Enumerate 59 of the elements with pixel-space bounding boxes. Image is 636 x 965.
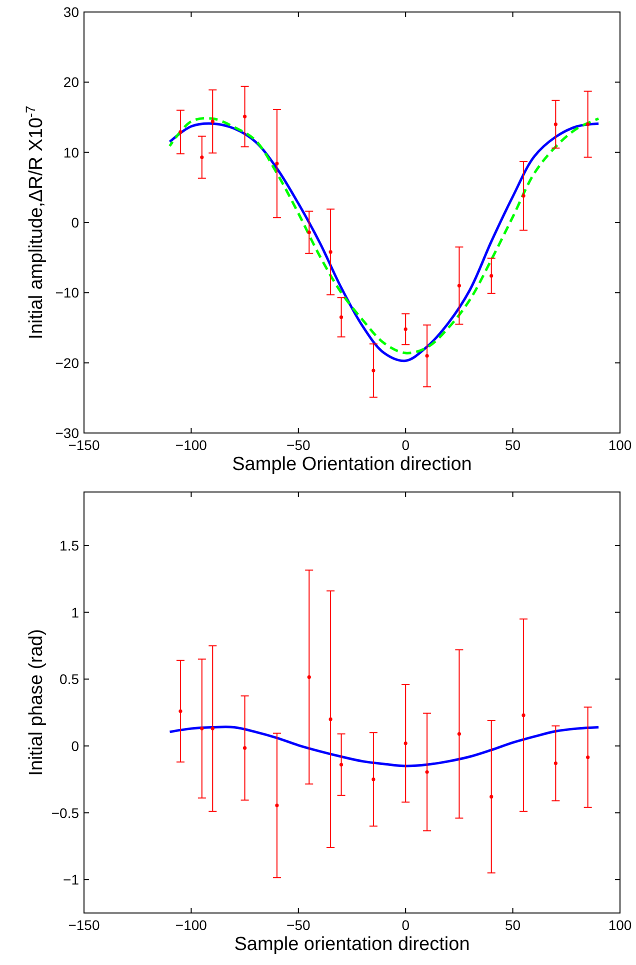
point (307, 230, 311, 234)
point (328, 250, 332, 254)
x-tick-label: −50 (286, 917, 310, 933)
point (200, 726, 204, 730)
point (522, 713, 526, 717)
point (425, 770, 429, 774)
x-tick-label: 100 (608, 917, 632, 933)
y-tick-label: 0 (71, 214, 80, 230)
point (404, 741, 408, 746)
y-tick-label: 10 (63, 144, 80, 160)
x-tick-label: −100 (175, 917, 208, 933)
point (554, 122, 558, 126)
y-tick-label: −0.5 (51, 804, 80, 821)
point (178, 709, 182, 713)
y-tick-label: −20 (55, 354, 80, 371)
point (328, 717, 332, 722)
y-tick-label: 20 (63, 74, 80, 90)
point (457, 284, 461, 288)
point (372, 778, 376, 782)
point (554, 762, 558, 766)
x-tick-label: 50 (505, 437, 521, 453)
point (178, 130, 182, 134)
x-tick-label: 50 (505, 917, 521, 933)
y-tick-label: −10 (55, 284, 80, 301)
point (404, 327, 408, 331)
point (339, 762, 344, 766)
point (243, 114, 247, 118)
point (210, 726, 214, 730)
y-axis-title: Initial phase (rad) (26, 629, 47, 776)
x-tick-label: 100 (608, 437, 632, 453)
x-tick-label: 0 (402, 917, 410, 933)
point (275, 162, 279, 166)
point (522, 194, 526, 198)
point (243, 746, 247, 750)
point (490, 794, 494, 799)
point (490, 274, 494, 278)
point (372, 368, 376, 372)
y-tick-label: 1 (71, 604, 80, 620)
x-axis-title: Sample Orientation direction (232, 454, 472, 475)
point (586, 122, 590, 126)
point (275, 804, 279, 808)
y-tick-label: 0.5 (60, 671, 80, 688)
point (425, 354, 429, 358)
line-series (168, 726, 600, 768)
y-tick-label: 30 (63, 4, 80, 20)
point (457, 732, 461, 736)
point (200, 155, 204, 160)
x-tick-label: 0 (402, 437, 410, 453)
point (586, 755, 590, 760)
point (339, 315, 344, 320)
x-tick-label: −50 (286, 437, 310, 453)
x-tick-label: −150 (68, 917, 100, 933)
point (210, 120, 214, 124)
y-tick-label: 0 (71, 738, 80, 754)
y-tick-label: 1.5 (60, 537, 80, 554)
x-axis-title: Sample orientation direction (234, 934, 470, 955)
y-tick-label: −1 (63, 872, 80, 888)
x-tick-label: −100 (175, 437, 208, 453)
point (307, 675, 311, 679)
